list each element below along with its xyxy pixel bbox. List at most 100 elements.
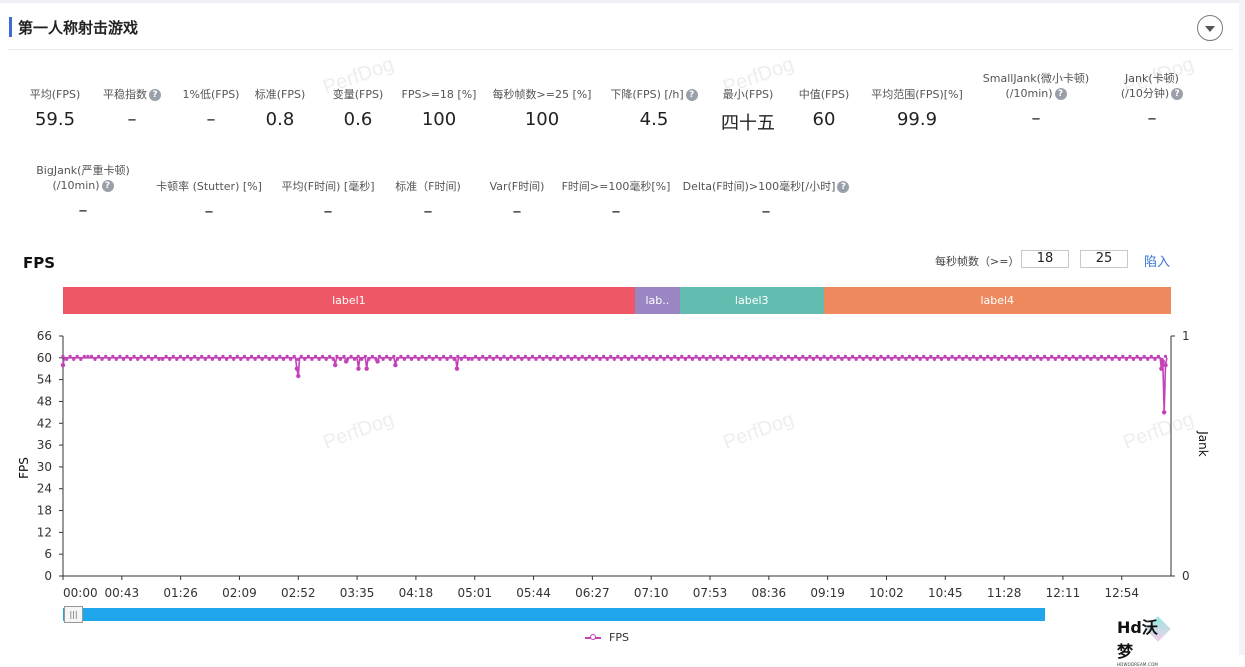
fps-sample-point xyxy=(381,357,385,361)
fps-sample-point xyxy=(982,357,986,361)
y-tick-label: 36 xyxy=(37,438,52,452)
fps-sample-point xyxy=(477,357,481,361)
fps-sample-point xyxy=(281,357,286,361)
fps-sample-point xyxy=(619,357,624,361)
fps-sample-point xyxy=(609,354,613,358)
fps-sample-point xyxy=(666,354,670,358)
fps-sample-point xyxy=(730,354,734,358)
x-tick-label: 10:02 xyxy=(869,586,904,600)
fps-sample-point xyxy=(79,357,83,361)
fps-sample-point xyxy=(740,357,744,361)
fps-sample-point xyxy=(925,357,929,361)
fps-sample-point xyxy=(1078,354,1082,358)
fps-sample-point xyxy=(1064,354,1068,358)
fps-sample-point xyxy=(861,357,865,361)
threshold-high-input[interactable]: 25 xyxy=(1080,250,1128,268)
fps-sample-point xyxy=(584,357,588,361)
metric-label: 每秒帧数>=25 [%] xyxy=(492,88,592,101)
time-range-scrollbar[interactable] xyxy=(63,608,1045,621)
fps-sample-point xyxy=(705,357,709,361)
help-icon[interactable]: ? xyxy=(1054,88,1067,100)
fps-sample-point xyxy=(1103,357,1107,361)
fps-sample-point xyxy=(466,357,470,361)
help-icon[interactable]: ? xyxy=(1171,88,1184,100)
scrollbar-handle[interactable]: ||| xyxy=(64,606,83,623)
x-tick-label: 09:19 xyxy=(810,586,845,600)
metric-value: 0.6 xyxy=(343,109,373,130)
import-button[interactable]: 陷入 xyxy=(1144,255,1171,270)
fps-sample-point xyxy=(634,357,638,361)
title-accent-bar xyxy=(9,17,12,37)
row1-metric: 最小(FPS) 四十五 xyxy=(658,87,838,135)
fps-sample-point xyxy=(975,357,979,361)
y-tick-label: 6 xyxy=(44,547,52,561)
metric-value: 60 xyxy=(812,109,836,130)
y-tick-label: 60 xyxy=(37,351,52,365)
fps-sample-point xyxy=(445,357,449,361)
panel-title: 第一人称射击游戏 xyxy=(18,18,139,37)
chart-legend[interactable]: FPS xyxy=(585,631,629,644)
fps-data-point xyxy=(356,366,361,371)
fps-sample-point xyxy=(274,357,278,361)
label-band[interactable]: lab.. xyxy=(634,287,680,314)
fps-sample-point xyxy=(673,354,677,358)
fps-sample-point xyxy=(68,354,72,358)
fps-sample-point xyxy=(811,357,816,361)
metric-value: – xyxy=(206,109,216,130)
fps-sample-point xyxy=(566,354,570,358)
metric-label: 标准(FPS) xyxy=(254,88,306,101)
fps-sample-point xyxy=(317,357,321,361)
metric-label: 平稳指数? xyxy=(42,87,222,102)
threshold-low-input[interactable]: 18 xyxy=(1021,250,1069,268)
fps-sample-point xyxy=(516,354,520,358)
fps-sample-point xyxy=(548,357,552,361)
fps-sample-point xyxy=(1082,357,1086,361)
fps-sample-point xyxy=(225,357,229,361)
fps-sample-point xyxy=(239,357,243,361)
row2-metric: 平均(F时间) [毫秒] – xyxy=(238,179,418,222)
metric-value: – xyxy=(323,201,333,222)
fps-sample-point xyxy=(200,354,204,358)
fps-sample-point xyxy=(484,357,488,361)
help-icon[interactable]: ? xyxy=(101,180,114,192)
fps-sample-point xyxy=(847,357,851,361)
x-tick-label: 08:36 xyxy=(752,586,787,600)
fps-sample-point xyxy=(104,354,108,358)
help-icon[interactable]: ? xyxy=(149,89,161,101)
label-band[interactable]: label1 xyxy=(63,287,635,314)
fps-sample-point xyxy=(299,354,303,358)
x-tick-label: 04:18 xyxy=(399,586,434,600)
fps-sample-point xyxy=(562,357,567,361)
x-tick-label: 02:09 xyxy=(222,586,257,600)
fps-sample-point xyxy=(897,357,901,361)
help-icon[interactable]: ? xyxy=(837,181,850,193)
panel-header: 第一人称射击游戏 xyxy=(9,16,138,38)
label-band[interactable]: label3 xyxy=(679,287,824,314)
fps-series-line xyxy=(62,357,1168,413)
fps-sample-point xyxy=(836,354,840,358)
collapse-button[interactable] xyxy=(1197,15,1223,41)
fps-sample-point xyxy=(136,357,140,361)
fps-sample-point xyxy=(417,357,421,361)
fps-sample-point xyxy=(772,354,776,358)
fps-sample-point xyxy=(626,357,631,361)
fps-sample-point xyxy=(915,354,919,358)
x-tick-label: 07:53 xyxy=(693,586,728,600)
fps-sample-point xyxy=(342,354,346,358)
fps-sample-point xyxy=(260,357,264,361)
metric-value: – xyxy=(204,201,214,222)
y-tick-label: 54 xyxy=(37,373,52,387)
fps-sample-point xyxy=(114,357,118,361)
fps-sample-point xyxy=(683,357,688,361)
fps-sample-point xyxy=(321,354,325,358)
fps-sample-point xyxy=(822,354,826,358)
help-icon[interactable]: ? xyxy=(685,89,698,101)
fps-sample-point xyxy=(97,354,101,358)
fps-data-point xyxy=(1160,359,1165,364)
label-band[interactable]: label4 xyxy=(823,287,1171,314)
fps-sample-point xyxy=(217,357,222,361)
row2-metric: Delta(F时间)>100毫秒[/小时]? – xyxy=(676,179,856,222)
metric-label: FPS>=18 [%] xyxy=(401,88,477,101)
fps-sample-point xyxy=(538,354,542,358)
